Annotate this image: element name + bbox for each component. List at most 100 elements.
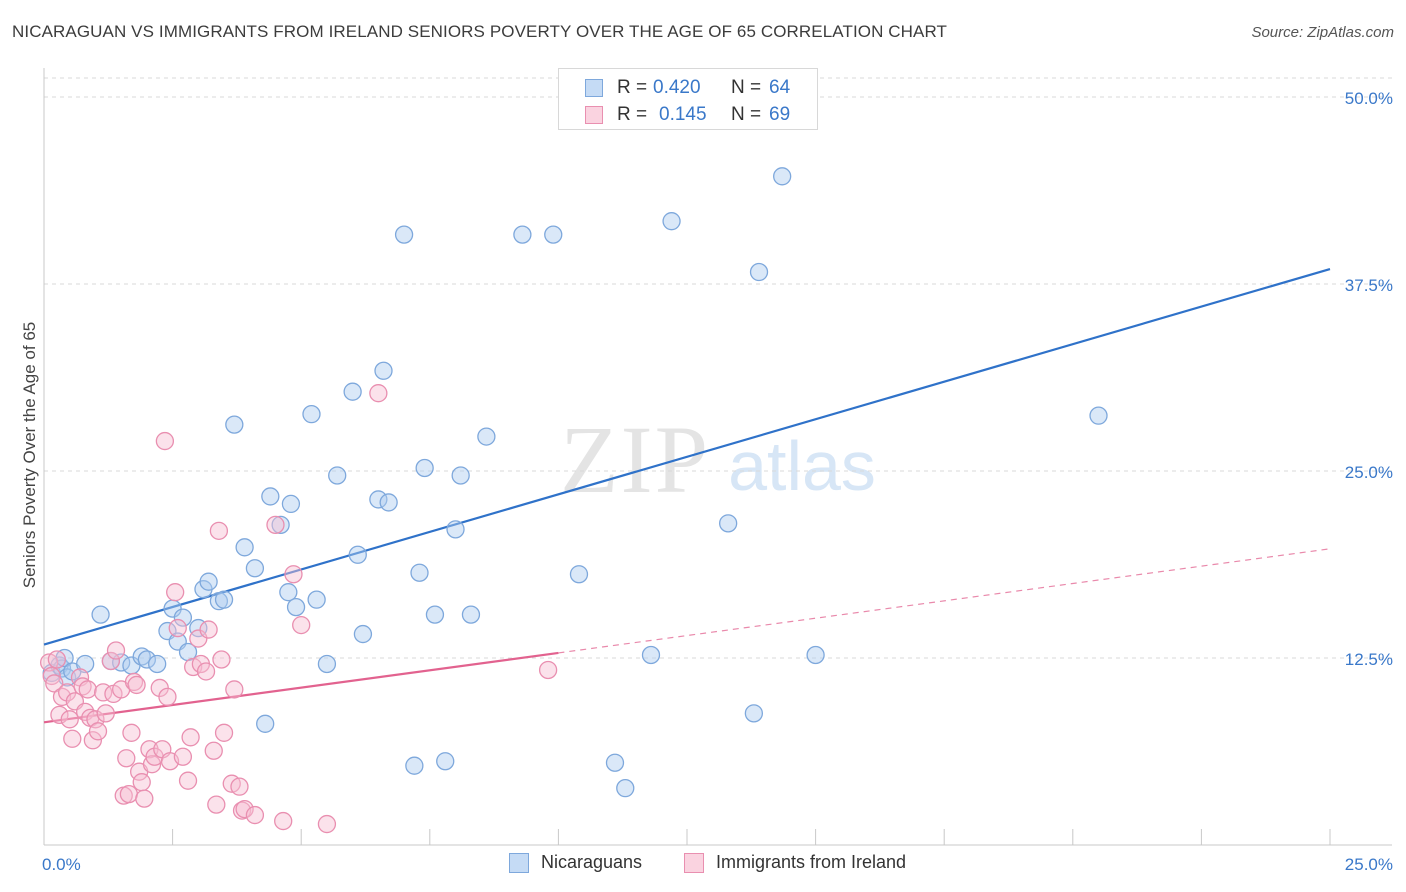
point-ireland-57 (230, 777, 249, 796)
point-ireland-67 (538, 660, 558, 680)
point-nicaraguans-57 (616, 779, 635, 798)
n-value: 69 (769, 104, 791, 125)
trend-lines (43, 267, 1331, 724)
point-nicaraguans-50 (451, 466, 470, 485)
point-ireland-3 (47, 650, 67, 669)
legend-label: Immigrants from Ireland (716, 852, 907, 872)
point-ireland-29 (127, 675, 146, 695)
point-ireland-17 (88, 722, 108, 741)
y-tick-label-0: 12.5% (1345, 650, 1393, 669)
point-ireland-44 (178, 771, 198, 790)
y-axis-label: Seniors Poverty Over the Age of 65 (20, 321, 39, 589)
trend-line-dashed-1 (558, 548, 1331, 654)
point-nicaraguans-13 (148, 654, 167, 674)
point-ireland-59 (235, 799, 254, 819)
point-nicaraguans-27 (256, 714, 275, 733)
point-ireland-64 (292, 615, 311, 635)
axes (43, 68, 1392, 846)
r-value: 0.420 (653, 77, 701, 98)
point-ireland-66 (369, 384, 388, 403)
point-nicaraguans-49 (446, 520, 465, 539)
legend-swatch-pink (684, 853, 704, 873)
point-nicaraguans-44 (405, 756, 424, 775)
point-ireland-45 (181, 728, 200, 747)
point-ireland-32 (135, 789, 154, 808)
point-nicaraguans-45 (410, 563, 429, 582)
swatch-pink (585, 106, 603, 124)
stats-legend: R = 0.420 N = 64 R = 0.145 N = 69 (558, 68, 818, 130)
point-nicaraguans-65 (806, 645, 825, 665)
point-nicaraguans-58 (641, 645, 661, 665)
point-ireland-11 (73, 677, 92, 696)
point-ireland-42 (168, 618, 187, 638)
point-nicaraguans-63 (744, 704, 764, 723)
point-ireland-43 (173, 747, 193, 766)
point-ireland-50 (204, 741, 223, 760)
trend-line-1 (43, 651, 559, 724)
point-ireland-54 (214, 723, 234, 742)
point-nicaraguans-34 (307, 590, 326, 609)
watermark-atlas: atlas (728, 427, 876, 505)
point-ireland-61 (266, 515, 285, 535)
source-label: Source: ZipAtlas.com (1251, 24, 1394, 41)
point-ireland-28 (124, 672, 144, 692)
point-nicaraguans-39 (353, 624, 373, 644)
swatch-blue (585, 79, 603, 97)
point-ireland-27 (122, 723, 141, 742)
point-ireland-2 (45, 674, 64, 693)
point-nicaraguans-33 (302, 405, 321, 424)
point-ireland-53 (212, 650, 231, 669)
point-ireland-38 (155, 431, 175, 451)
point-nicaraguans-54 (544, 225, 563, 244)
point-ireland-31 (132, 773, 151, 792)
y-tick-label-1: 25.0% (1345, 463, 1393, 482)
point-ireland-22 (106, 641, 126, 660)
point-nicaraguans-7 (91, 605, 110, 624)
point-nicaraguans-38 (348, 545, 367, 564)
watermark-zip: ZIP (560, 406, 710, 513)
point-nicaraguans-31 (281, 494, 301, 514)
point-nicaraguans-17 (173, 608, 193, 627)
point-nicaraguans-37 (343, 382, 362, 401)
r-label: R = (617, 104, 648, 125)
y-tick-labels: 12.5% 25.0% 37.5% 50.0% (1345, 89, 1393, 669)
point-nicaraguans-55 (569, 565, 589, 584)
point-ireland-62 (274, 811, 293, 831)
point-nicaraguans-64 (1089, 406, 1108, 425)
point-ireland-39 (158, 687, 177, 707)
point-ireland-60 (245, 805, 265, 825)
point-nicaraguans-41 (374, 361, 393, 380)
point-ireland-25 (117, 749, 136, 768)
point-nicaraguans-28 (261, 487, 280, 506)
point-nicaraguans-21 (199, 572, 218, 591)
point-nicaraguans-23 (214, 590, 234, 609)
point-nicaraguans-53 (513, 225, 532, 244)
point-nicaraguans-6 (76, 654, 95, 674)
point-nicaraguans-51 (461, 605, 481, 624)
point-ireland-47 (189, 629, 208, 648)
watermark: ZIP atlas (560, 406, 876, 513)
n-label: N = (731, 104, 762, 125)
point-nicaraguans-60 (719, 514, 738, 533)
x-tick-label-0: 0.0% (42, 855, 81, 874)
point-nicaraguans-26 (245, 559, 265, 578)
legend-swatch-blue (509, 853, 529, 873)
point-ireland-19 (96, 704, 115, 723)
point-nicaraguans-59 (662, 212, 681, 231)
legend-label: Nicaraguans (541, 852, 643, 872)
trend-line-0 (43, 267, 1331, 646)
point-ireland-63 (284, 565, 303, 584)
point-ireland-4 (50, 705, 69, 724)
point-ireland-8 (63, 729, 82, 748)
point-nicaraguans-62 (773, 167, 792, 186)
data-points (39, 167, 1108, 834)
point-ireland-51 (207, 795, 226, 814)
point-nicaraguans-12 (137, 650, 157, 669)
point-nicaraguans-30 (279, 583, 298, 602)
point-nicaraguans-11 (132, 647, 151, 666)
point-nicaraguans-40 (369, 490, 388, 509)
point-ireland-49 (196, 662, 216, 681)
point-nicaraguans-24 (225, 415, 244, 434)
n-label: N = (731, 77, 762, 98)
